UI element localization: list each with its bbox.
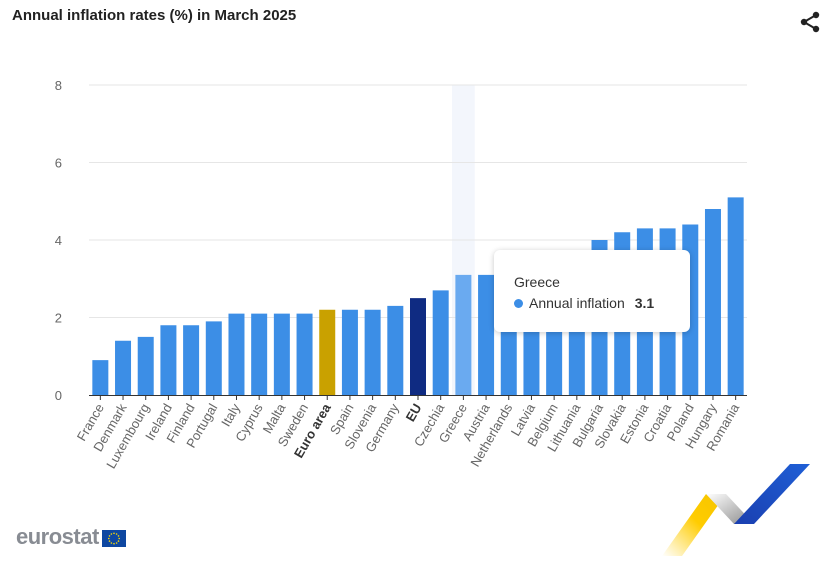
tooltip-category: Greece (514, 274, 560, 290)
bar-chart: 02468FranceDenmarkLuxembourgIrelandFinla… (55, 78, 747, 471)
bar-germany[interactable] (387, 305, 404, 396)
bar-eu[interactable] (410, 298, 426, 396)
bar-denmark[interactable] (115, 340, 132, 395)
bar-finland[interactable] (183, 325, 200, 395)
share-button[interactable] (798, 10, 822, 34)
bar-romania[interactable] (727, 197, 744, 396)
bar-ireland[interactable] (160, 325, 177, 395)
decorative-chevron-icon (662, 464, 810, 556)
y-tick-label: 2 (55, 311, 62, 326)
y-tick-label: 6 (55, 156, 62, 171)
share-icon (800, 11, 820, 33)
tooltip: Greece Annual inflation 3.1 (494, 250, 690, 332)
bar-sweden[interactable] (296, 313, 313, 396)
bar-luxembourg[interactable] (137, 336, 154, 396)
tooltip-series-name: Annual inflation (529, 295, 625, 311)
y-tick-label: 0 (55, 388, 62, 403)
tooltip-value: 3.1 (634, 295, 655, 311)
bar-portugal[interactable] (205, 321, 222, 396)
y-tick-label: 8 (55, 78, 62, 93)
eu-flag-icon (101, 529, 126, 547)
bar-czechia[interactable] (432, 290, 449, 396)
bar-spain[interactable] (341, 309, 358, 395)
y-tick-label: 4 (55, 233, 62, 248)
bar-austria[interactable] (478, 274, 495, 396)
bar-greece[interactable] (455, 274, 472, 396)
eurostat-logo[interactable]: eurostat (16, 524, 126, 550)
x-tick-label: EU (403, 401, 425, 424)
bar-malta[interactable] (273, 313, 290, 396)
logo-text: eurostat (16, 524, 99, 549)
bar-hungary[interactable] (704, 209, 721, 395)
bar-euro-area[interactable] (319, 309, 336, 395)
tooltip-series-dot (514, 298, 523, 308)
bar-slovenia[interactable] (364, 309, 381, 395)
bar-france[interactable] (92, 360, 109, 396)
bar-italy[interactable] (228, 313, 245, 396)
chart-title: Annual inflation rates (%) in March 2025 (12, 7, 297, 24)
bar-cyprus[interactable] (251, 313, 268, 396)
